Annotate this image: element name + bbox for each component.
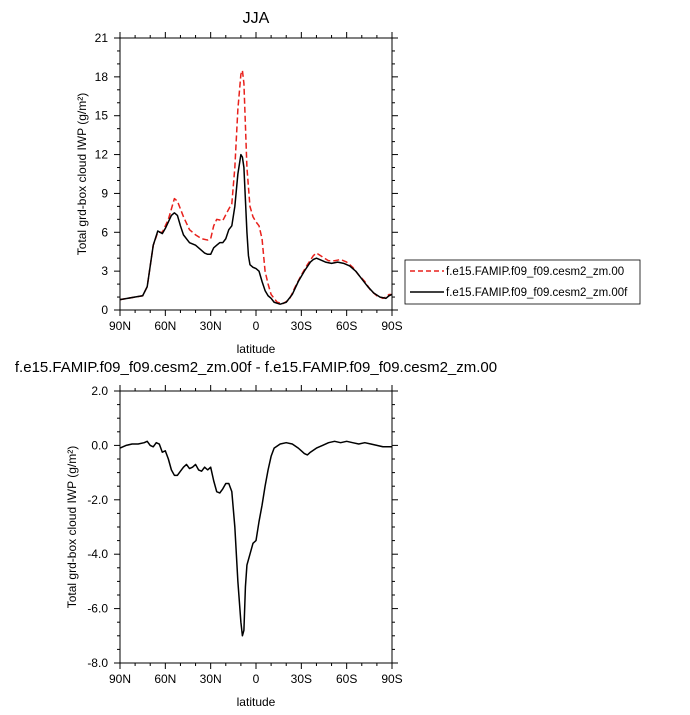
- top-y-axis-label: Total grd-box cloud IWP (g/m²): [75, 93, 89, 256]
- top-tick-labels: 90N 60N 30N 0 30S 60S 90S 0 3 6 9 12 15 18 21: [95, 31, 403, 333]
- top-x-axis-label: latitude: [237, 342, 276, 356]
- top-chart-title: JJA: [243, 10, 270, 27]
- top-series-line-1: [119, 69, 392, 305]
- bottom-x-tick-label: 30N: [200, 672, 222, 686]
- top-x-tick-label: 60N: [154, 319, 176, 333]
- bottom-x-tick-label: 60N: [154, 672, 176, 686]
- top-series-line-2: [119, 153, 393, 305]
- bottom-plot-frame: [119, 390, 393, 664]
- top-y-tick-label: 21: [95, 31, 109, 45]
- bottom-y-tick-label: 2.0: [91, 384, 108, 398]
- bottom-series-line-1: [119, 440, 392, 637]
- bottom-panel: f.e15.FAMIP.f09_f09.cesm2_zm.00f - f.e15…: [15, 359, 497, 709]
- bottom-y-tick-label: -4.0: [87, 547, 108, 561]
- top-x-tick-label: 30N: [200, 319, 222, 333]
- bottom-x-tick-label: 0: [253, 672, 260, 686]
- top-x-tick-label: 90S: [381, 319, 402, 333]
- legend-label-series-2: f.e15.FAMIP.f09_f09.cesm2_zm.00f: [446, 287, 628, 299]
- top-x-tick-label: 60S: [336, 319, 357, 333]
- top-y-tick-label: 0: [101, 303, 108, 317]
- top-y-tick-label: 15: [95, 109, 109, 123]
- bottom-x-axis-label: latitude: [237, 695, 276, 709]
- top-y-tick-label: 6: [101, 225, 108, 239]
- bottom-chart-title: f.e15.FAMIP.f09_f09.cesm2_zm.00f - f.e15…: [15, 359, 497, 376]
- legend-box: [404, 259, 641, 305]
- top-y-tick-label: 3: [101, 264, 108, 278]
- bottom-y-tick-label: -8.0: [87, 656, 108, 670]
- top-series: [119, 69, 393, 305]
- top-panel: JJA Total grd-box cloud IWP (g/m²) latit…: [75, 10, 641, 356]
- legend-label-series-1: f.e15.FAMIP.f09_f09.cesm2_zm.00: [446, 266, 624, 278]
- legend: f.e15.FAMIP.f09_f09.cesm2_zm.00 f.e15.FA…: [404, 259, 641, 305]
- bottom-y-tick-label: -6.0: [87, 602, 108, 616]
- top-y-tick-label: 12: [95, 148, 109, 162]
- top-ticks: [114, 32, 398, 316]
- bottom-x-tick-label: 30S: [291, 672, 312, 686]
- bottom-y-tick-label: 0.0: [91, 438, 108, 452]
- top-y-tick-label: 18: [95, 70, 109, 84]
- bottom-tick-labels: 90N 60N 30N 0 30S 60S 90S -8.0 -6.0 -4.0 -2.0 0.0 2.…: [87, 384, 402, 686]
- bottom-y-axis-label: Total grd-box cloud IWP (g/m²): [65, 446, 79, 609]
- top-x-tick-label: 0: [253, 319, 260, 333]
- bottom-series: [119, 440, 392, 637]
- bottom-x-tick-label: 60S: [336, 672, 357, 686]
- top-plot-frame: [119, 37, 393, 311]
- bottom-x-tick-label: 90S: [381, 672, 402, 686]
- top-x-tick-label: 30S: [291, 319, 312, 333]
- bottom-ticks: [114, 385, 398, 669]
- top-x-tick-label: 90N: [109, 319, 131, 333]
- top-y-tick-label: 9: [101, 186, 108, 200]
- bottom-y-tick-label: -2.0: [87, 493, 108, 507]
- bottom-x-tick-label: 90N: [109, 672, 131, 686]
